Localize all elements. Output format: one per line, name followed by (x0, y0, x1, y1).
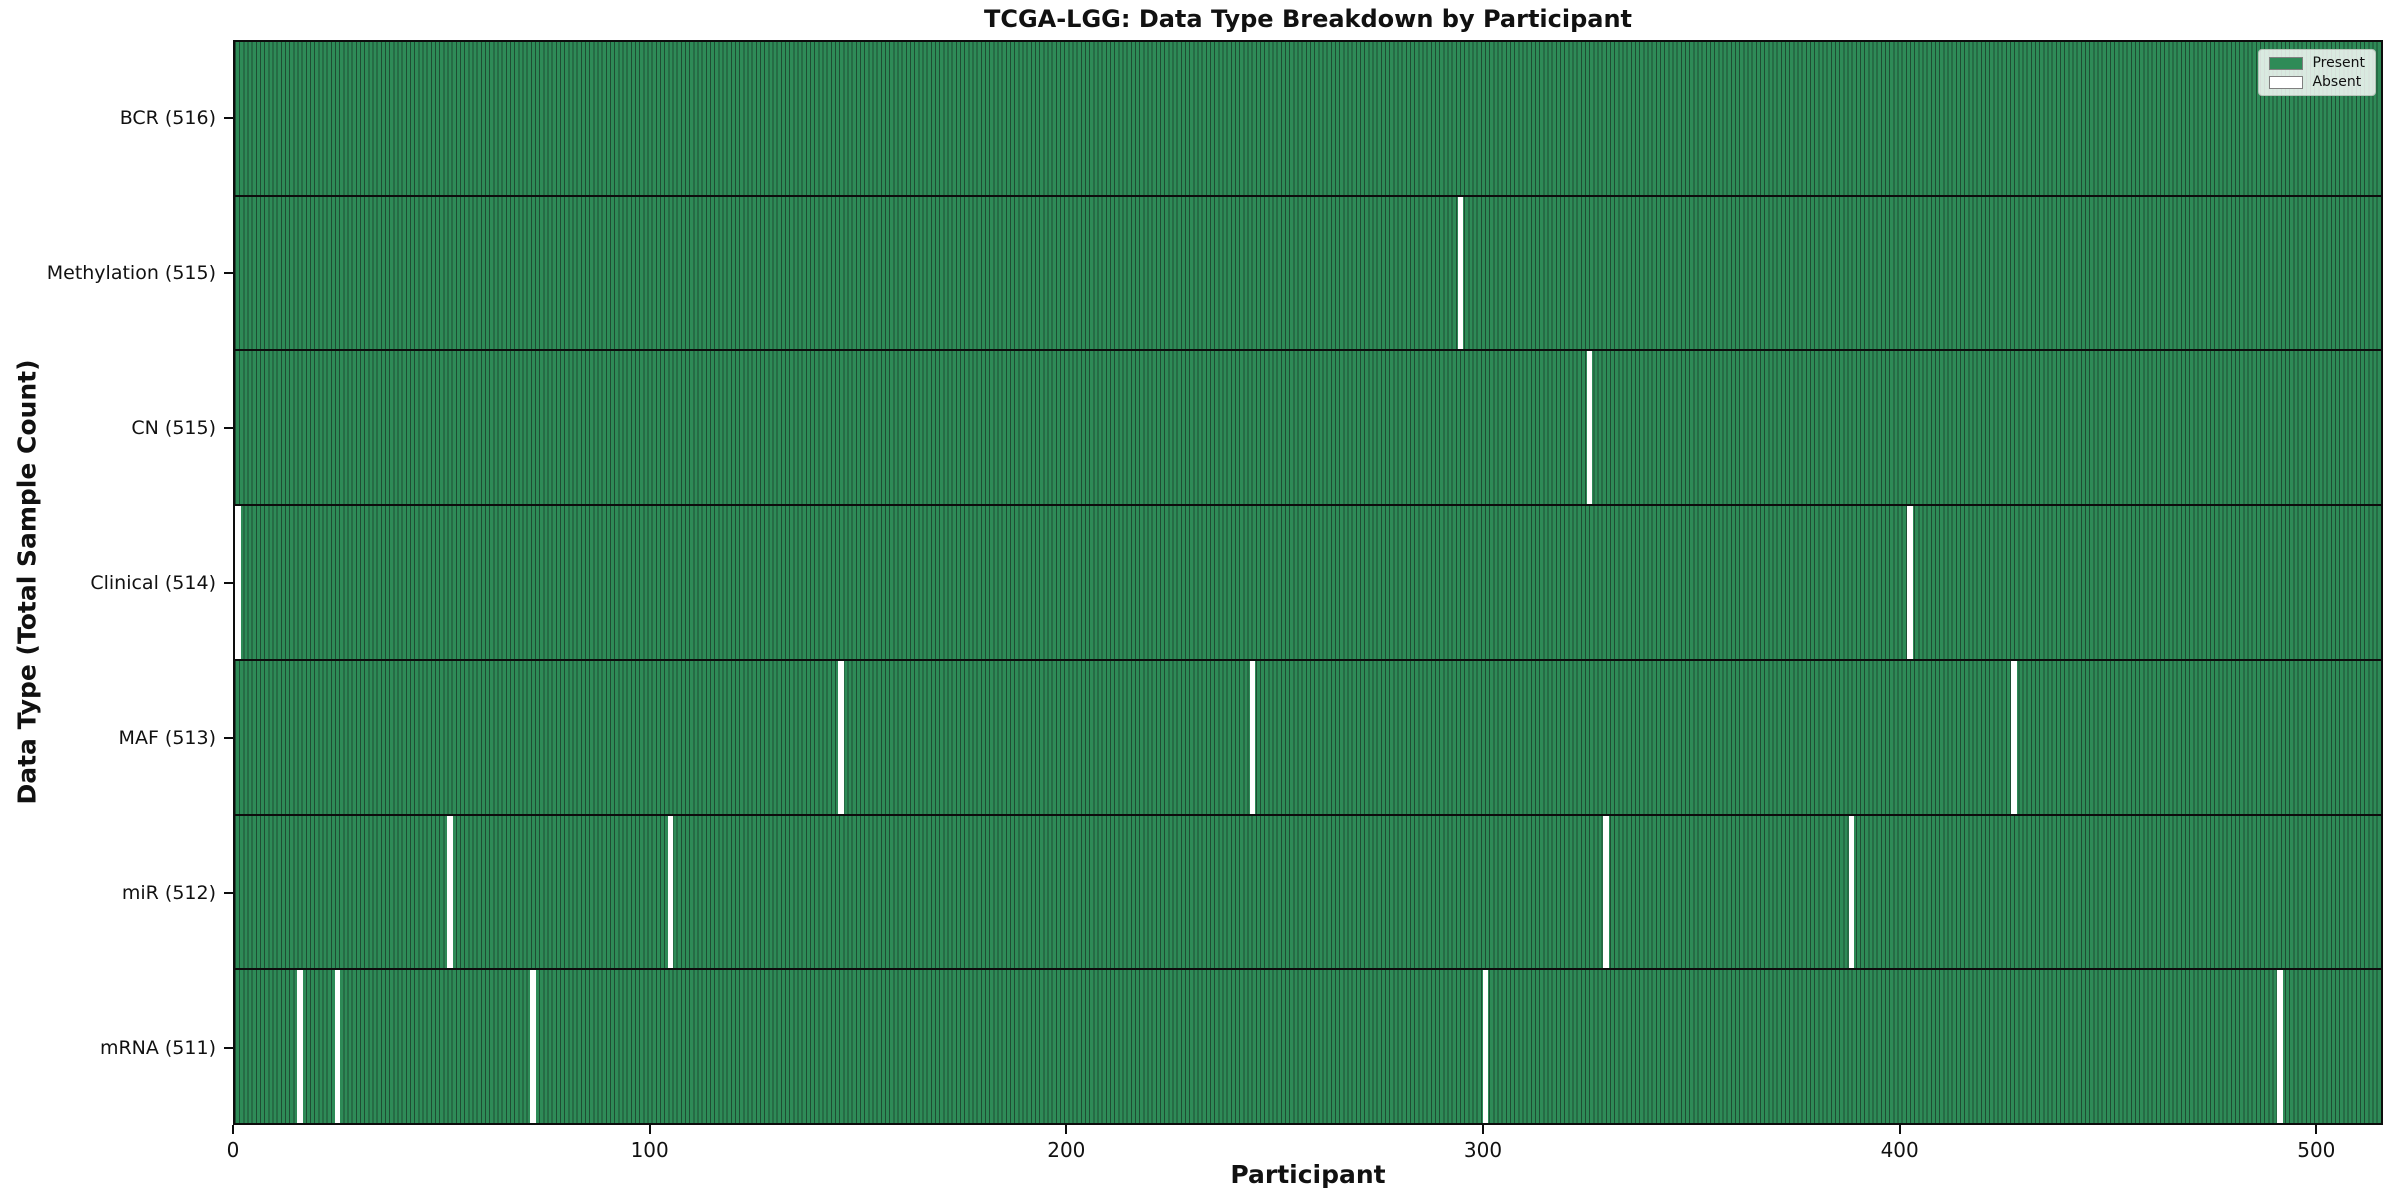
row-bcr (235, 42, 2381, 197)
y-tick-mark (224, 736, 233, 739)
x-tick-mark (1482, 1125, 1484, 1134)
present-color-swatch (2269, 56, 2304, 70)
absent-gap-maf-427 (2010, 660, 2017, 814)
row-mrna (235, 970, 2381, 1124)
x-tick-mark (648, 1125, 651, 1134)
y-tick-label-cn: CN (515) (131, 416, 216, 439)
absent-gap-methylation-294 (1457, 196, 1464, 350)
x-tick-mark (2315, 1125, 2318, 1134)
y-tick-mark (224, 581, 233, 584)
x-tick-label-400: 400 (1880, 1138, 1919, 1162)
x-tick-label-500: 500 (2297, 1138, 2336, 1162)
y-tick-mark (224, 116, 233, 119)
absent-gap-clinical-402 (1906, 506, 1913, 659)
x-tick-mark (1898, 1125, 1901, 1134)
y-tick-mark (224, 1046, 233, 1049)
legend-item-absent: Absent (2269, 75, 2365, 89)
absent-gap-mir-104 (667, 815, 674, 969)
y-tick-mark (224, 426, 233, 429)
absent-color-swatch (2269, 75, 2304, 89)
row-mir (235, 815, 2381, 971)
y-tick-label-methylation: Methylation (515) (46, 261, 216, 284)
absent-gap-mrna-15 (297, 970, 304, 1124)
row-maf (235, 660, 2381, 816)
x-tick-label-300: 300 (1463, 1138, 1503, 1162)
y-tick-label-mrna: mRNA (511) (99, 1036, 216, 1059)
y-tick-mark (224, 891, 233, 894)
x-tick-mark (1065, 1125, 1068, 1134)
chart-title: TCGA-LGG: Data Type Breakdown by Partici… (983, 5, 1633, 33)
x-axis-label: Participant (1230, 1160, 1386, 1189)
y-tick-label-bcr: BCR (516) (119, 106, 216, 129)
x-tick-label-0: 0 (226, 1138, 240, 1162)
x-tick-mark (232, 1125, 234, 1134)
absent-gap-maf-244 (1249, 660, 1256, 814)
legend-label-absent: Absent (2312, 74, 2362, 90)
absent-gap-maf-145 (838, 660, 844, 814)
plot-area: Present Absent (233, 40, 2383, 1125)
absent-gap-mrna-300 (1482, 970, 1489, 1124)
absent-gap-clinical-0 (235, 506, 241, 659)
y-tick-mark (224, 271, 233, 274)
absent-gap-mir-329 (1603, 815, 1609, 969)
absent-gap-mrna-71 (530, 970, 536, 1124)
row-cn (235, 351, 2381, 507)
absent-gap-mrna-24 (334, 970, 341, 1124)
absent-gap-mir-388 (1848, 815, 1855, 969)
y-tick-label-maf: MAF (513) (118, 726, 216, 749)
y-tick-label-clinical: Clinical (514) (90, 571, 216, 594)
absent-gap-cn-325 (1586, 351, 1593, 505)
x-tick-label-200: 200 (1047, 1138, 1086, 1162)
legend-item-present: Present (2269, 56, 2365, 70)
legend-label-present: Present (2312, 55, 2365, 71)
absent-gap-mrna-491 (2277, 970, 2283, 1124)
y-tick-label-mir: miR (512) (121, 881, 216, 904)
row-clinical (235, 506, 2381, 661)
absent-gap-mir-51 (447, 815, 453, 969)
row-methylation (235, 196, 2381, 352)
x-tick-label-100: 100 (630, 1138, 669, 1162)
legend: Present Absent (2258, 49, 2376, 96)
